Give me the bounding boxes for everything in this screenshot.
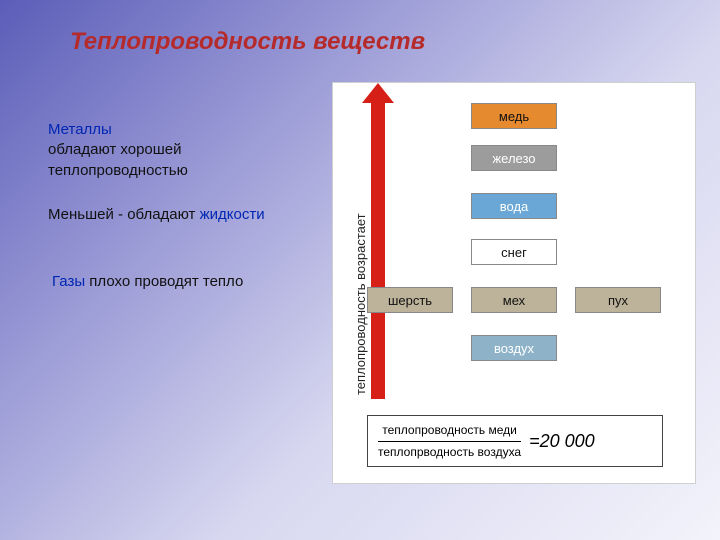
- highlight-gases: Газы: [52, 273, 85, 290]
- text-line: Меньшей - обладают: [48, 206, 200, 223]
- material-box-ins-1: мех: [471, 287, 557, 313]
- conductivity-diagram: теплопроводность возрастает теплопроводн…: [332, 82, 696, 484]
- highlight-liquids: жидкости: [200, 206, 265, 223]
- fraction-line: [378, 441, 521, 442]
- formula-box: теплопроводность меди теплопрводность во…: [367, 415, 663, 467]
- material-box-2: вода: [471, 193, 557, 219]
- fraction-denominator: теплопрводность воздуха: [378, 444, 521, 461]
- text-line: обладают хорошей: [48, 141, 182, 158]
- material-box-1: железо: [471, 145, 557, 171]
- paragraph-liquids: Меньшей - обладают жидкости: [48, 205, 318, 225]
- fraction-numerator: теплопроводность меди: [382, 422, 517, 439]
- material-box-0: медь: [471, 103, 557, 129]
- arrow-icon: [371, 101, 385, 399]
- material-box-air: воздух: [471, 335, 557, 361]
- material-row-insulators: шерсть мехпух: [367, 287, 679, 313]
- page-title: Теплопроводность веществ: [70, 28, 425, 56]
- highlight-metals: Металлы: [48, 121, 112, 138]
- slide: Теплопроводность Теплопроводность вещест…: [0, 0, 720, 540]
- paragraph-gases: Газы плохо проводят тепло: [52, 272, 243, 292]
- material-box-ins-0: шерсть: [367, 287, 453, 313]
- text-line: теплопроводностью: [48, 162, 188, 179]
- fraction: теплопроводность меди теплопрводность во…: [378, 422, 521, 461]
- material-box-3: снег: [471, 239, 557, 265]
- material-box-ins-2: пух: [575, 287, 661, 313]
- text-line: плохо проводят тепло: [85, 273, 243, 290]
- paragraph-metals: Металлы обладают хорошей теплопроводност…: [48, 120, 188, 181]
- axis-label: теплопроводность возрастает: [353, 213, 368, 395]
- formula-result: =20 000: [529, 431, 595, 452]
